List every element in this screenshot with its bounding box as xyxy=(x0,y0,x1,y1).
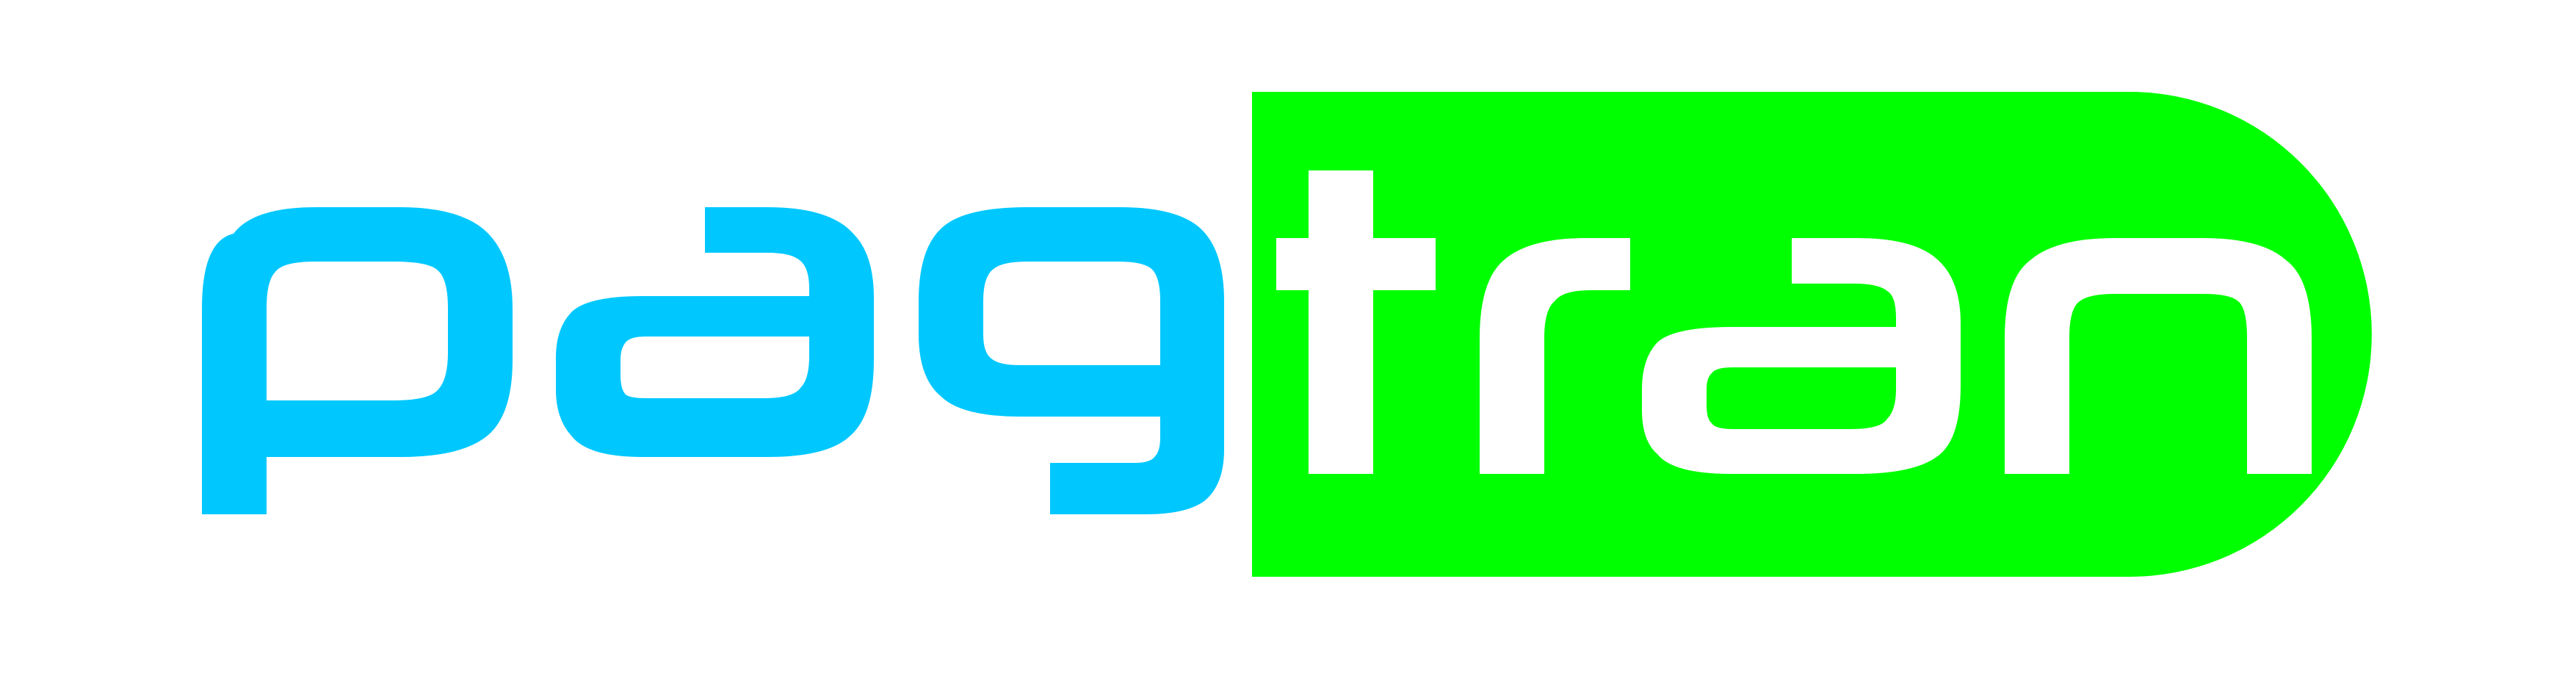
letter-a-glyph xyxy=(556,207,874,457)
letter-a2-glyph xyxy=(1642,238,1961,474)
letter-n-glyph xyxy=(2005,238,2312,474)
letter-p-glyph xyxy=(202,207,513,514)
letter-r-glyph xyxy=(1480,238,1630,474)
letter-g-glyph xyxy=(919,207,1224,514)
letter-t-glyph xyxy=(1276,170,1436,474)
